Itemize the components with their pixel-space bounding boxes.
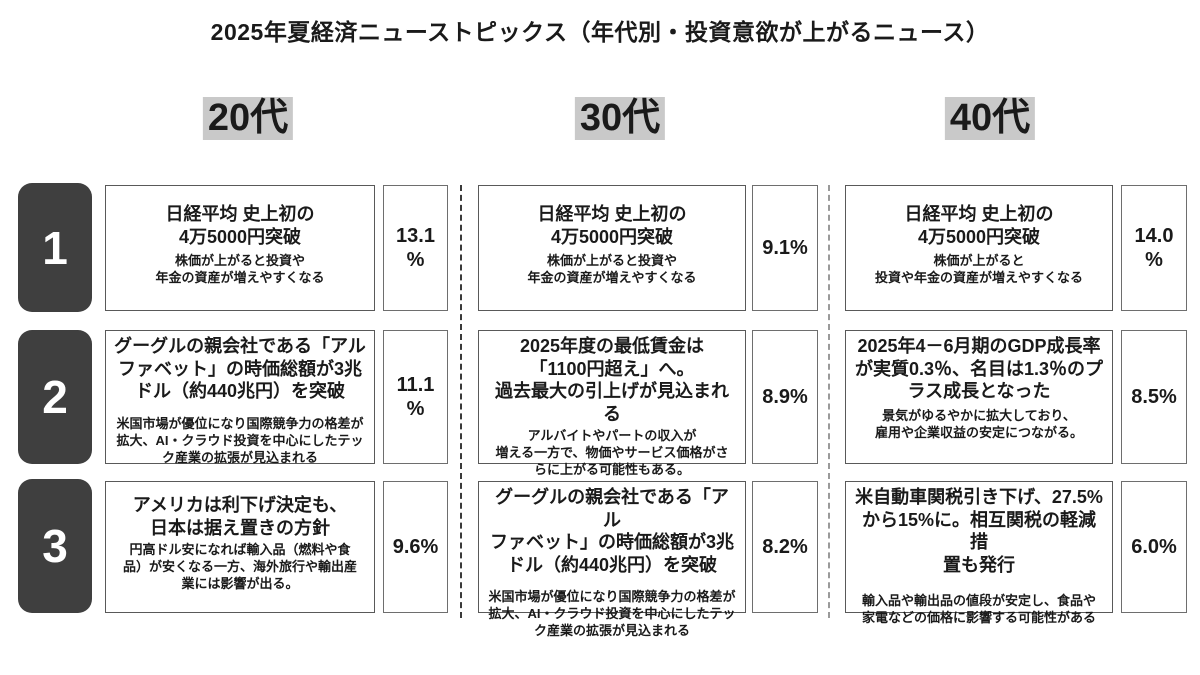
column-header-40s: 40代 bbox=[944, 97, 1036, 140]
news-desc: アルバイトやパートの収入が 増える一方で、物価やサービス価格がさ らに上がる可能… bbox=[495, 428, 729, 478]
rank-badge-1: 1 bbox=[18, 183, 92, 312]
news-title: 2025年4－6月期のGDP成長率 が実質0.3％、名目は1.3％のプ ラス成長… bbox=[854, 336, 1104, 401]
percent-value: 11.1 % bbox=[383, 330, 448, 464]
news-title: 米自動車関税引き下げ、27.5% から15%に。相互関税の軽減措 置も発行 bbox=[855, 487, 1103, 575]
column-header-20s: 20代 bbox=[202, 97, 294, 140]
news-desc: 株価が上がると投資や 年金の資産が増えやすくなる bbox=[155, 253, 325, 286]
news-title: グーグルの親会社である「アル ファベット」の時価総額が3兆 ドル（約440兆円）… bbox=[114, 336, 366, 401]
page-title: 2025年夏経済ニューストピックス（年代別・投資意欲が上がるニュース） bbox=[210, 19, 990, 45]
news-card: 2025年4－6月期のGDP成長率 が実質0.3％、名目は1.3％のプ ラス成長… bbox=[845, 330, 1113, 464]
news-card: アメリカは利下げ決定も、 日本は据え置きの方針 円高ドル安になれば輸入品（燃料や… bbox=[105, 481, 375, 613]
news-card: 日経平均 史上初の 4万5000円突破 株価が上がると投資や 年金の資産が増えや… bbox=[478, 185, 746, 311]
news-desc: 株価が上がると 投資や年金の資産が増えやすくなる bbox=[874, 253, 1083, 286]
rank-badge-3: 3 bbox=[18, 479, 92, 613]
news-desc: 輸入品や輸出品の値段が安定し、食品や 家電などの価格に影響する可能性がある bbox=[861, 593, 1096, 626]
percent-value: 14.0 % bbox=[1121, 185, 1187, 311]
column-header-30s: 30代 bbox=[574, 97, 666, 140]
column-divider bbox=[828, 185, 830, 618]
percent-value: 9.1% bbox=[752, 185, 818, 311]
news-title: 日経平均 史上初の 4万5000円突破 bbox=[537, 204, 687, 247]
news-card: 日経平均 史上初の 4万5000円突破 株価が上がると投資や 年金の資産が増えや… bbox=[105, 185, 375, 311]
column-divider bbox=[460, 185, 462, 618]
percent-value: 9.6% bbox=[383, 481, 448, 613]
news-title: 2025年度の最低賃金は 「1100円超え」へ。 過去最大の引上げが見込まれる bbox=[495, 336, 729, 424]
percent-value: 8.5% bbox=[1121, 330, 1187, 464]
news-title: グーグルの親会社である「アル ファベット」の時価総額が3兆 ドル（約440兆円）… bbox=[489, 487, 734, 575]
news-card: グーグルの親会社である「アル ファベット」の時価総額が3兆 ドル（約440兆円）… bbox=[105, 330, 375, 465]
news-title: 日経平均 史上初の 4万5000円突破 bbox=[904, 204, 1054, 247]
percent-value: 8.2% bbox=[752, 481, 818, 613]
news-card: 米自動車関税引き下げ、27.5% から15%に。相互関税の軽減措 置も発行 輸入… bbox=[845, 481, 1113, 625]
rank-badge-2: 2 bbox=[18, 330, 92, 464]
news-card: グーグルの親会社である「アル ファベット」の時価総額が3兆 ドル（約440兆円）… bbox=[478, 481, 746, 638]
news-desc: 株価が上がると投資や 年金の資産が増えやすくなる bbox=[527, 253, 697, 286]
news-desc: 米国市場が優位になり国際競争力の格差が 拡大、AI・クラウド投資を中心にしたテッ… bbox=[116, 415, 364, 465]
percent-value: 13.1 % bbox=[383, 185, 448, 311]
news-card: 日経平均 史上初の 4万5000円突破 株価が上がると 投資や年金の資産が増えや… bbox=[845, 185, 1113, 311]
news-title: 日経平均 史上初の 4万5000円突破 bbox=[165, 204, 315, 247]
news-desc: 円高ドル安になれば輸入品（燃料や食 品）が安くなる一方、海外旅行や輸出産 業には… bbox=[122, 542, 357, 592]
percent-value: 6.0% bbox=[1121, 481, 1187, 613]
percent-value: 8.9% bbox=[752, 330, 818, 464]
news-desc: 景気がゆるやかに拡大しており、 雇用や企業収益の安定につながる。 bbox=[874, 407, 1083, 440]
news-desc: 米国市場が優位になり国際競争力の格差が 拡大、AI・クラウド投資を中心にしたテッ… bbox=[488, 589, 736, 639]
news-title: アメリカは利下げ決定も、 日本は据え置きの方針 bbox=[132, 495, 348, 538]
news-card: 2025年度の最低賃金は 「1100円超え」へ。 過去最大の引上げが見込まれる … bbox=[478, 330, 746, 477]
